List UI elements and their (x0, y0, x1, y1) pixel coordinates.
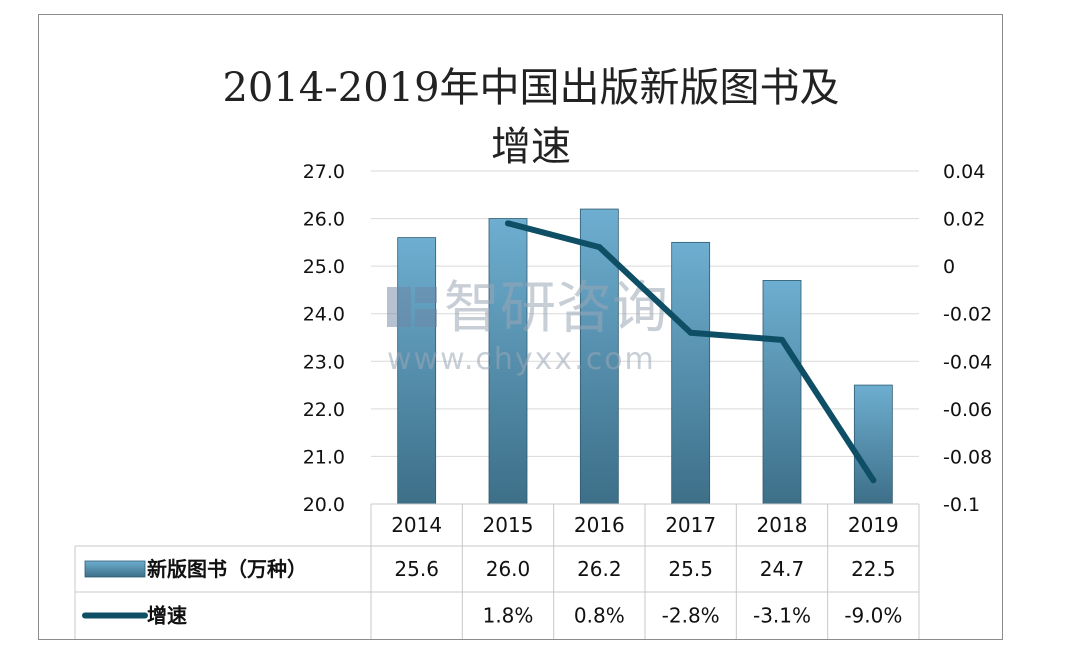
growth-point (687, 329, 694, 336)
legend-bar-swatch (84, 560, 146, 578)
growth-value-label: 0.8% (574, 604, 625, 628)
watermark-brand: 智研咨询 (444, 276, 668, 341)
legend-bar-label: 新版图书（万种） (147, 557, 307, 581)
x-category-label: 2018 (757, 513, 808, 537)
x-category-label: 2019 (848, 513, 899, 537)
chart-title-line1: 2014-2019年中国出版新版图书及 (222, 65, 839, 111)
bar (671, 241, 711, 505)
growth-value-label: -9.0% (844, 604, 902, 628)
y-left-tick-label: 23.0 (303, 351, 345, 373)
y-left-tick-label: 26.0 (303, 209, 345, 231)
bar-value-label: 25.6 (394, 557, 439, 581)
chart-svg: 2014-2019年中国出版新版图书及 增速 2014 2015 2016 2017 2… (74, 65, 992, 639)
y-left-tick-label: 27.0 (303, 161, 345, 183)
bar (853, 384, 893, 505)
bar-value-label: 22.5 (851, 557, 896, 581)
y-right-tick-label: -0.02 (943, 304, 992, 326)
growth-value-label: 1.8% (483, 604, 534, 628)
y-left-tick-label: 24.0 (303, 304, 345, 326)
bar (488, 218, 528, 505)
growth-point (505, 220, 511, 227)
watermark-logo-icon (387, 287, 437, 327)
legend-line-label: 增速 (147, 604, 187, 628)
chart-title-line2: 增速 (491, 124, 571, 170)
growth-point (779, 336, 785, 343)
y-right-tick-label: -0.08 (943, 446, 992, 468)
growth-value-label: -3.1% (753, 604, 811, 628)
growth-value-label: -2.8% (662, 604, 720, 628)
y-left-tick-label: 21.0 (303, 446, 345, 468)
growth-point (596, 244, 603, 251)
watermark-url: www.chyxx.com (387, 342, 656, 377)
x-category-label: 2014 (391, 513, 442, 537)
y-left-tick-label: 20.0 (303, 494, 345, 516)
y-right-tick-label: 0.02 (943, 209, 985, 231)
x-category-label: 2017 (665, 513, 716, 537)
y-right-tick-label: 0 (943, 256, 955, 278)
y-right-tick-label: -0.06 (943, 399, 992, 421)
bar-value-label: 25.5 (668, 557, 713, 581)
y-left-tick-label: 25.0 (303, 256, 345, 278)
bar-value-label: 26.2 (577, 557, 622, 581)
y-right-tick-label: -0.04 (943, 351, 992, 373)
bar (762, 280, 802, 505)
bar-value-label: 26.0 (486, 557, 531, 581)
chart-frame: 2014-2019年中国出版新版图书及 增速 2014 2015 2016 2017 2… (38, 14, 1003, 640)
y-right-tick-label: -0.1 (943, 494, 980, 516)
y-right-tick-label: 0.04 (943, 161, 985, 183)
bar-value-label: 24.7 (760, 557, 805, 581)
y-left-tick-label: 22.0 (303, 399, 345, 421)
growth-point (870, 477, 877, 484)
x-category-label: 2016 (574, 513, 625, 537)
x-category-label: 2015 (483, 513, 534, 537)
